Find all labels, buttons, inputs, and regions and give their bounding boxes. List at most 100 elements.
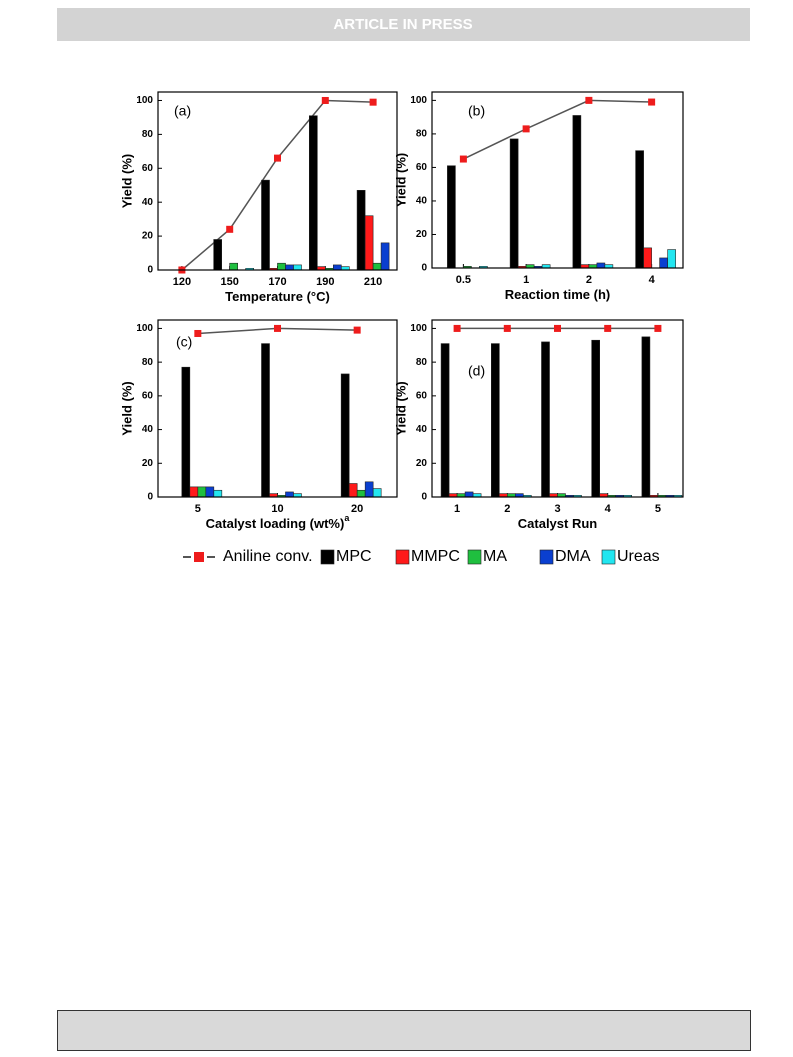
conversion-marker (554, 324, 561, 332)
panel-label: (c) (176, 334, 192, 350)
legend-marker (194, 552, 204, 562)
x-axis-label: Reaction time (h) (505, 287, 610, 302)
y-tick-label: 100 (136, 95, 153, 106)
x-tick-label: 20 (351, 503, 363, 515)
bar (348, 483, 358, 498)
header-bar (57, 8, 750, 41)
x-axis-label-text: Catalyst Run (518, 516, 598, 531)
y-axis-label: Yield (%) (119, 154, 134, 208)
y-tick-label: 0 (421, 263, 427, 274)
y-tick-label: 100 (410, 95, 427, 106)
panel-label: (d) (468, 363, 485, 379)
bar (277, 262, 286, 271)
y-tick-label: 80 (416, 129, 428, 140)
x-tick-label: 210 (364, 276, 382, 288)
bar (490, 343, 500, 498)
y-tick-label: 40 (416, 196, 428, 207)
legend-label: MPC (336, 548, 372, 565)
y-tick-label: 80 (142, 129, 154, 140)
x-tick-label: 170 (268, 276, 286, 288)
bar (372, 262, 382, 271)
legend-swatch (539, 549, 554, 565)
conversion-marker (194, 329, 202, 337)
bar (229, 262, 238, 271)
legend-swatch (467, 549, 482, 565)
x-tick-label: 2 (586, 274, 592, 286)
conversion-marker (648, 98, 656, 106)
conversion-marker (503, 324, 511, 332)
legend-swatch (601, 549, 616, 565)
y-tick-label: 60 (142, 163, 154, 174)
bar (213, 489, 223, 498)
plot-frame (431, 91, 684, 269)
y-tick-label: 0 (147, 492, 153, 503)
conversion-marker (353, 326, 361, 334)
x-tick-label: 5 (655, 503, 661, 515)
conversion-marker (321, 96, 329, 104)
conversion-marker (226, 225, 234, 233)
bar (189, 486, 199, 498)
y-tick-label: 60 (416, 162, 428, 173)
bar (667, 249, 676, 269)
y-tick-label: 20 (142, 458, 154, 469)
plot-frame (157, 91, 398, 271)
plot-frame (431, 319, 684, 498)
legend-label: Aniline conv. (223, 548, 313, 565)
y-tick-label: 80 (416, 357, 428, 368)
y-axis-label: Yield (%) (393, 381, 408, 435)
bar (440, 343, 450, 498)
x-axis-label: Catalyst Run (518, 516, 598, 531)
bar (509, 138, 519, 269)
bar (541, 341, 550, 498)
conversion-marker (522, 125, 530, 133)
conversion-marker (369, 98, 377, 106)
y-tick-label: 40 (416, 424, 428, 435)
conversion-marker (654, 324, 662, 332)
bar (464, 491, 474, 498)
x-tick-label: 1 (523, 274, 529, 286)
y-tick-label: 100 (410, 323, 427, 334)
conversion-line (181, 99, 374, 271)
legend-swatch (395, 549, 410, 565)
bar (364, 481, 374, 498)
x-axis-label: Catalyst loading (wt%)a (206, 513, 351, 531)
plot-frame (157, 319, 398, 498)
y-tick-label: 100 (136, 323, 153, 334)
bar (596, 262, 606, 269)
bar (372, 488, 382, 498)
y-axis-label: Yield (%) (393, 153, 408, 207)
bar (447, 165, 456, 269)
legend-label: MA (483, 548, 507, 565)
bar (659, 257, 668, 269)
y-tick-label: 80 (142, 357, 154, 368)
bar (356, 489, 366, 498)
y-tick-label: 60 (416, 390, 428, 401)
y-tick-label: 60 (142, 390, 154, 401)
bar (641, 336, 651, 498)
x-tick-label: 190 (316, 276, 334, 288)
bar (205, 486, 215, 498)
panel-label: (b) (468, 103, 485, 119)
bar (261, 179, 270, 271)
conversion-marker (459, 155, 467, 163)
conversion-marker (585, 96, 593, 104)
conversion-marker (604, 324, 612, 332)
x-tick-label: 150 (221, 276, 239, 288)
bar (261, 343, 270, 498)
bar (635, 150, 644, 269)
bar (181, 366, 191, 498)
x-tick-label: 4 (649, 274, 656, 286)
x-axis-label-text: Reaction time (h) (505, 287, 610, 302)
y-tick-label: 0 (421, 492, 427, 503)
y-tick-label: 40 (142, 424, 154, 435)
x-tick-label: 3 (554, 503, 560, 515)
y-tick-label: 20 (416, 229, 428, 240)
conversion-marker (274, 154, 281, 162)
x-axis-label: Temperature (°C) (225, 289, 330, 304)
x-tick-label: 2 (504, 503, 510, 515)
bar (356, 190, 366, 271)
bar (332, 264, 342, 271)
legend-label: Ureas (617, 548, 660, 565)
header-title: ARTICLE IN PRESS (333, 16, 472, 33)
